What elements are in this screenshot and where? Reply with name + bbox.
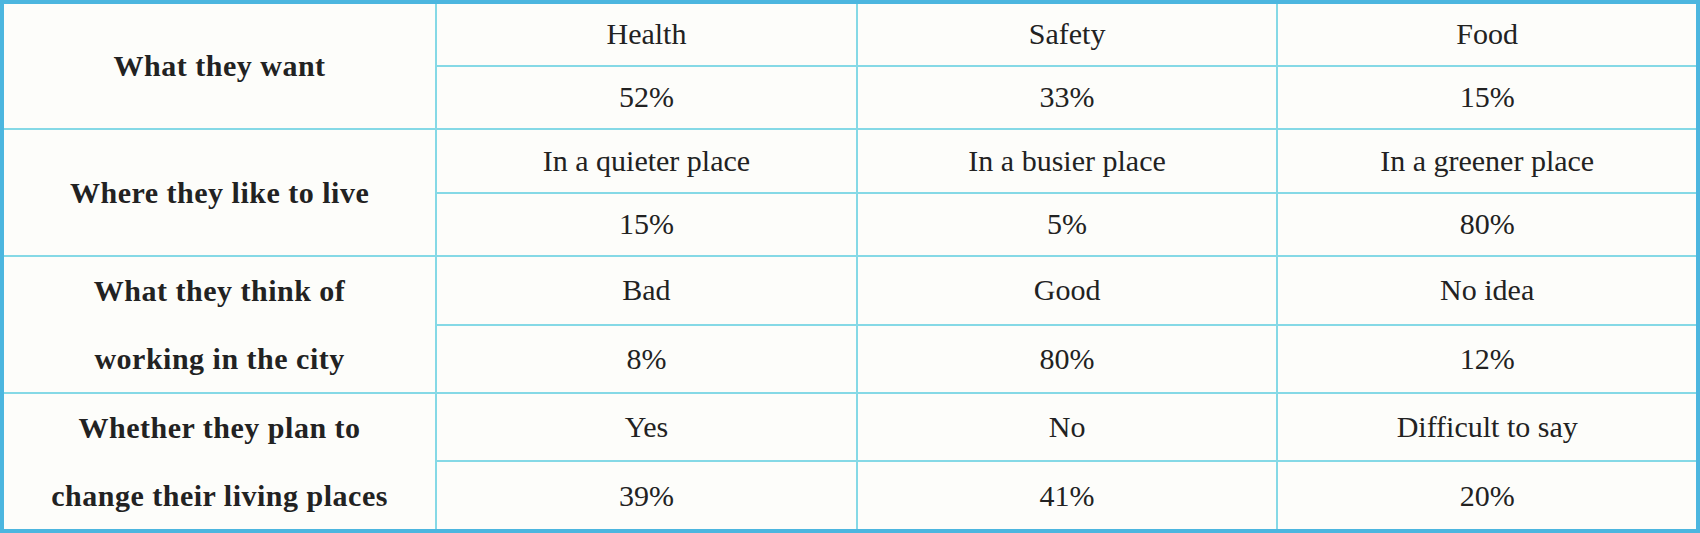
- value-cell: 15%: [1277, 66, 1698, 129]
- survey-table: What they want Health Safety Food 52% 33…: [0, 0, 1700, 533]
- value-cell: 80%: [857, 325, 1278, 394]
- value-cell: 80%: [1277, 193, 1698, 257]
- option-cell: Safety: [857, 2, 1278, 66]
- value-cell: 41%: [857, 461, 1278, 531]
- option-cell: No idea: [1277, 256, 1698, 325]
- table-row: What they think of working in the city B…: [2, 256, 1698, 325]
- value-cell: 5%: [857, 193, 1278, 257]
- value-cell: 33%: [857, 66, 1278, 129]
- row-label-what-they-want: What they want: [2, 2, 436, 129]
- option-cell: No: [857, 393, 1278, 461]
- value-cell: 12%: [1277, 325, 1698, 394]
- table-row: What they want Health Safety Food: [2, 2, 1698, 66]
- option-cell: In a quieter place: [436, 129, 857, 192]
- option-cell: Health: [436, 2, 857, 66]
- option-cell: In a busier place: [857, 129, 1278, 192]
- row-label-plan-to-change-living-places: Whether they plan to change their living…: [2, 393, 436, 531]
- value-cell: 39%: [436, 461, 857, 531]
- table-row: Where they like to live In a quieter pla…: [2, 129, 1698, 192]
- option-cell: Food: [1277, 2, 1698, 66]
- survey-table-container: What they want Health Safety Food 52% 33…: [0, 0, 1700, 533]
- value-cell: 15%: [436, 193, 857, 257]
- option-cell: Difficult to say: [1277, 393, 1698, 461]
- value-cell: 8%: [436, 325, 857, 394]
- option-cell: Bad: [436, 256, 857, 325]
- option-cell: In a greener place: [1277, 129, 1698, 192]
- value-cell: 20%: [1277, 461, 1698, 531]
- option-cell: Yes: [436, 393, 857, 461]
- table-row: Whether they plan to change their living…: [2, 393, 1698, 461]
- value-cell: 52%: [436, 66, 857, 129]
- option-cell: Good: [857, 256, 1278, 325]
- row-label-where-they-like-to-live: Where they like to live: [2, 129, 436, 256]
- row-label-think-of-working-in-city: What they think of working in the city: [2, 256, 436, 393]
